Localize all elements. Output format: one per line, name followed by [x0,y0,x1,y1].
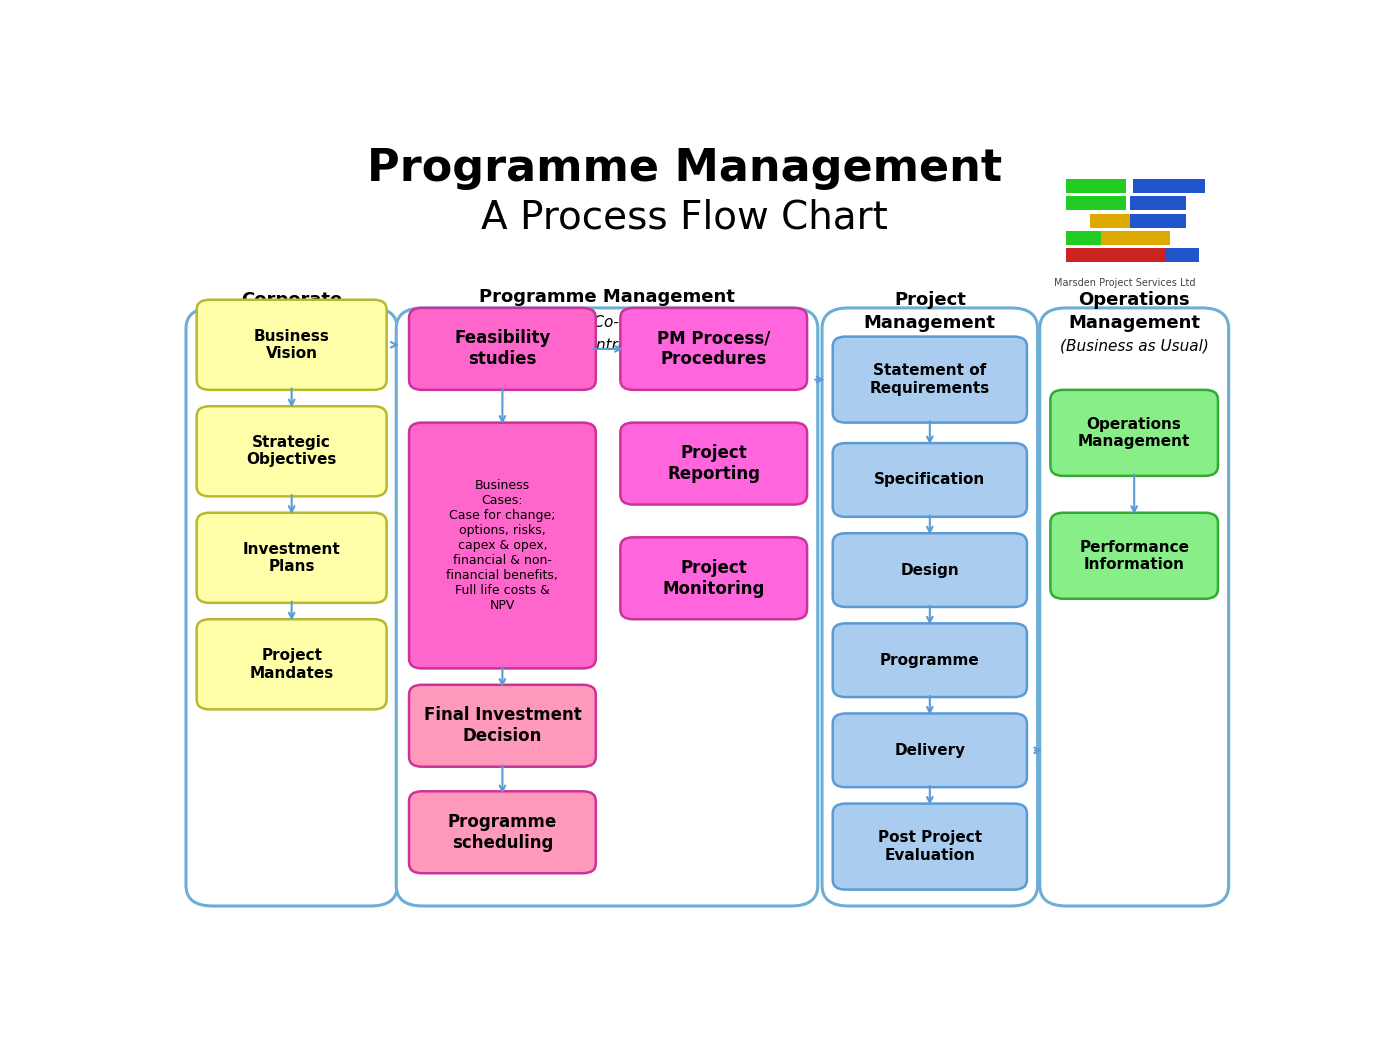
Text: Programme: Programme [880,652,979,668]
Text: Strategic
Objectives: Strategic Objectives [246,435,337,467]
Text: Programme
scheduling: Programme scheduling [448,813,558,851]
FancyBboxPatch shape [409,422,596,668]
Text: Business
Cases:
Case for change;
options, risks,
capex & opex,
financial & non-
: Business Cases: Case for change; options… [446,479,558,612]
Text: PM Process/
Procedures: PM Process/ Procedures [657,330,770,368]
Text: Specification: Specification [874,472,986,487]
Text: Management: Management [863,314,996,332]
FancyBboxPatch shape [409,685,596,767]
FancyBboxPatch shape [397,307,818,907]
FancyBboxPatch shape [186,307,398,907]
Text: Management: Management [1069,314,1201,332]
Text: Performance
Information: Performance Information [1080,539,1190,572]
FancyBboxPatch shape [197,619,387,710]
Text: (Business as Usual): (Business as Usual) [1060,339,1209,354]
Text: Feasibility
studies: Feasibility studies [454,330,551,368]
FancyBboxPatch shape [1066,248,1165,262]
FancyBboxPatch shape [620,537,807,619]
FancyBboxPatch shape [1066,180,1126,194]
Text: Project
Mandates: Project Mandates [249,648,333,681]
Text: Delivery: Delivery [894,743,965,758]
Text: A Process Flow Chart: A Process Flow Chart [481,199,888,237]
FancyBboxPatch shape [620,307,807,389]
FancyBboxPatch shape [197,406,387,496]
Text: Final Investment
Decision: Final Investment Decision [424,706,581,745]
FancyBboxPatch shape [1139,248,1199,262]
Text: Project
Reporting: Project Reporting [668,444,760,483]
FancyBboxPatch shape [833,443,1027,517]
Text: Operations
Management: Operations Management [1078,417,1190,449]
FancyBboxPatch shape [1066,197,1126,211]
FancyBboxPatch shape [1040,307,1228,907]
Text: Management: Management [226,314,358,332]
FancyBboxPatch shape [1091,214,1146,228]
Text: Corporate: Corporate [241,290,343,309]
FancyBboxPatch shape [1051,513,1217,599]
Text: (Strategy): (Strategy) [253,339,330,354]
FancyBboxPatch shape [197,513,387,603]
FancyBboxPatch shape [833,714,1027,787]
Text: (Planning, Co-ordination,: (Planning, Co-ordination, [512,315,702,330]
FancyBboxPatch shape [1051,389,1217,476]
Text: Operations: Operations [1078,290,1190,309]
Text: Statement of
Requirements: Statement of Requirements [870,364,990,396]
Text: Investment
Plans: Investment Plans [242,542,340,573]
Text: Project: Project [894,290,965,309]
Text: Post Project
Evaluation: Post Project Evaluation [877,830,982,863]
FancyBboxPatch shape [1132,180,1205,194]
Text: Design: Design [901,563,960,578]
FancyBboxPatch shape [197,300,387,389]
FancyBboxPatch shape [409,307,596,389]
FancyBboxPatch shape [833,533,1027,606]
Text: Project
Monitoring: Project Monitoring [662,559,764,598]
Text: Marsden Project Services Ltd: Marsden Project Services Ltd [1055,279,1195,288]
FancyBboxPatch shape [1131,214,1186,228]
FancyBboxPatch shape [409,792,596,874]
FancyBboxPatch shape [833,803,1027,890]
Text: Programme Management: Programme Management [366,147,1002,190]
Text: (Project delivery): (Project delivery) [865,339,996,354]
FancyBboxPatch shape [620,422,807,504]
Text: Programme Management: Programme Management [479,288,735,306]
FancyBboxPatch shape [1066,231,1126,245]
FancyBboxPatch shape [1131,197,1186,211]
FancyBboxPatch shape [833,624,1027,697]
FancyBboxPatch shape [822,307,1038,907]
Text: Control): Control) [576,337,638,352]
Text: Business
Vision: Business Vision [253,329,329,361]
FancyBboxPatch shape [833,336,1027,422]
FancyBboxPatch shape [1100,231,1170,245]
